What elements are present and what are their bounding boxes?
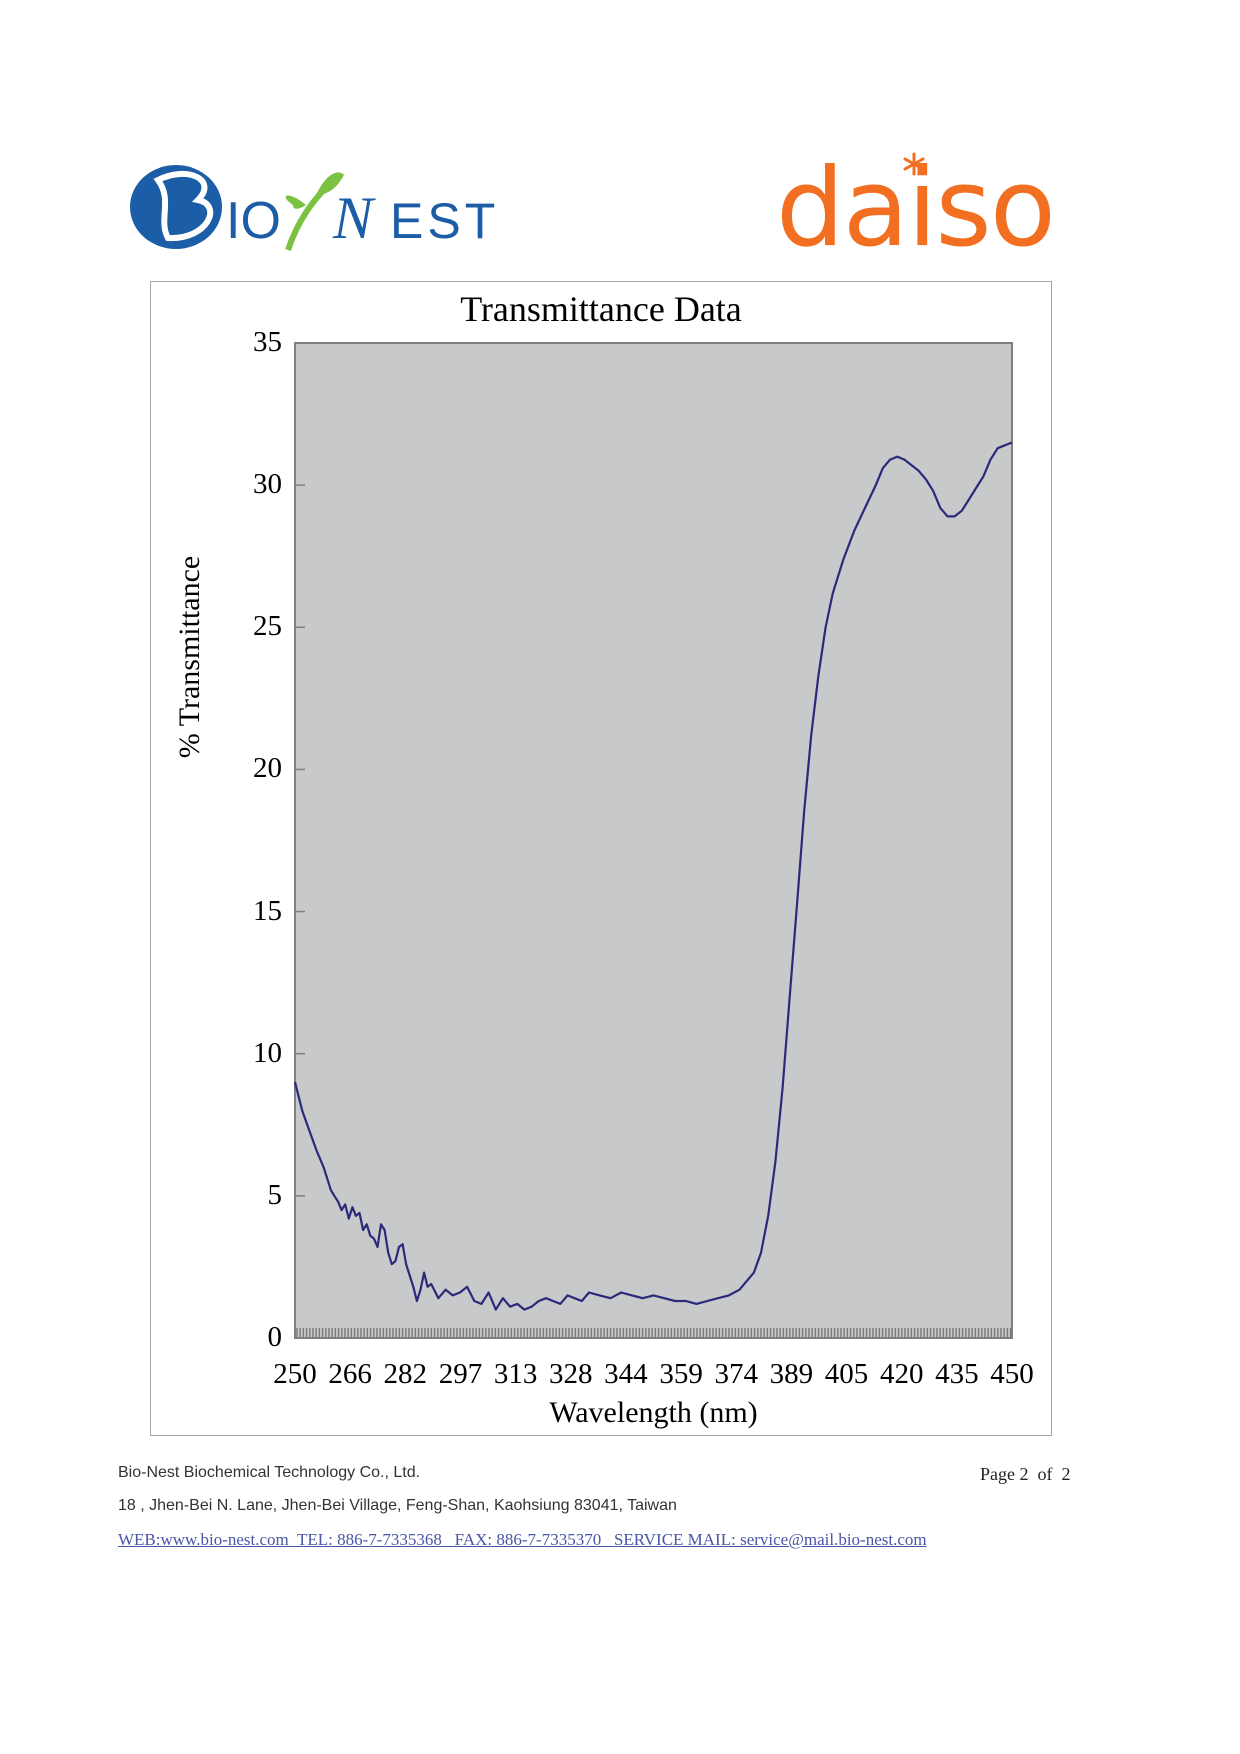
x-tick-label: 405 [824, 1358, 869, 1390]
chart-frame [150, 281, 1052, 1436]
y-tick-label: 15 [253, 894, 282, 927]
x-tick-label: 328 [549, 1358, 593, 1390]
daiso-asterisk-icon [903, 152, 925, 176]
svg-text:N: N [332, 185, 376, 251]
x-tick-label: 450 [990, 1358, 1034, 1390]
y-tick-label: 10 [253, 1036, 282, 1069]
chart-title: Transmittance Data [460, 289, 742, 329]
x-tick-label: 250 [273, 1358, 317, 1390]
plot-area [293, 342, 1013, 1339]
x-tick-label: 389 [769, 1358, 814, 1390]
y-tick-label: 25 [253, 610, 282, 643]
footer-address: 18 , Jhen-Bei N. Lane, Jhen-Bei Village,… [118, 1497, 677, 1514]
x-axis-label: Wavelength (nm) [549, 1396, 758, 1429]
page-number: Page 2 of 2 [980, 1464, 1071, 1484]
x-tick-label: 374 [714, 1358, 758, 1390]
x-tick-label: 344 [604, 1358, 648, 1390]
y-tick-label: 30 [253, 468, 282, 501]
x-tick-label: 282 [383, 1358, 428, 1390]
x-tick-label: 359 [659, 1358, 703, 1390]
y-tick-label: 0 [267, 1321, 283, 1353]
series-line-transmittance [293, 441, 1013, 1311]
daiso-logo: daiso [776, 150, 1056, 250]
x-tick-label: 313 [493, 1358, 538, 1390]
x-tick-label: 297 [438, 1358, 483, 1390]
y-tick-label: 20 [253, 752, 282, 785]
x-tick-label: 435 [935, 1358, 979, 1390]
plot-background [294, 342, 1013, 1339]
bionest-logo: IO N EST [130, 165, 498, 251]
svg-text:IO: IO [226, 192, 281, 250]
y-tick-label: 35 [253, 326, 282, 358]
footer-company: Bio-Nest Biochemical Technology Co., Ltd… [118, 1464, 421, 1481]
y-tick-label: 5 [267, 1178, 283, 1211]
x-tick-label: 420 [879, 1358, 924, 1390]
x-tick-label: 266 [328, 1358, 372, 1390]
footer-contact-links[interactable]: WEB:www.bio-nest.com TEL: 886-7-7335368 … [118, 1530, 927, 1549]
svg-text:EST: EST [390, 193, 498, 249]
